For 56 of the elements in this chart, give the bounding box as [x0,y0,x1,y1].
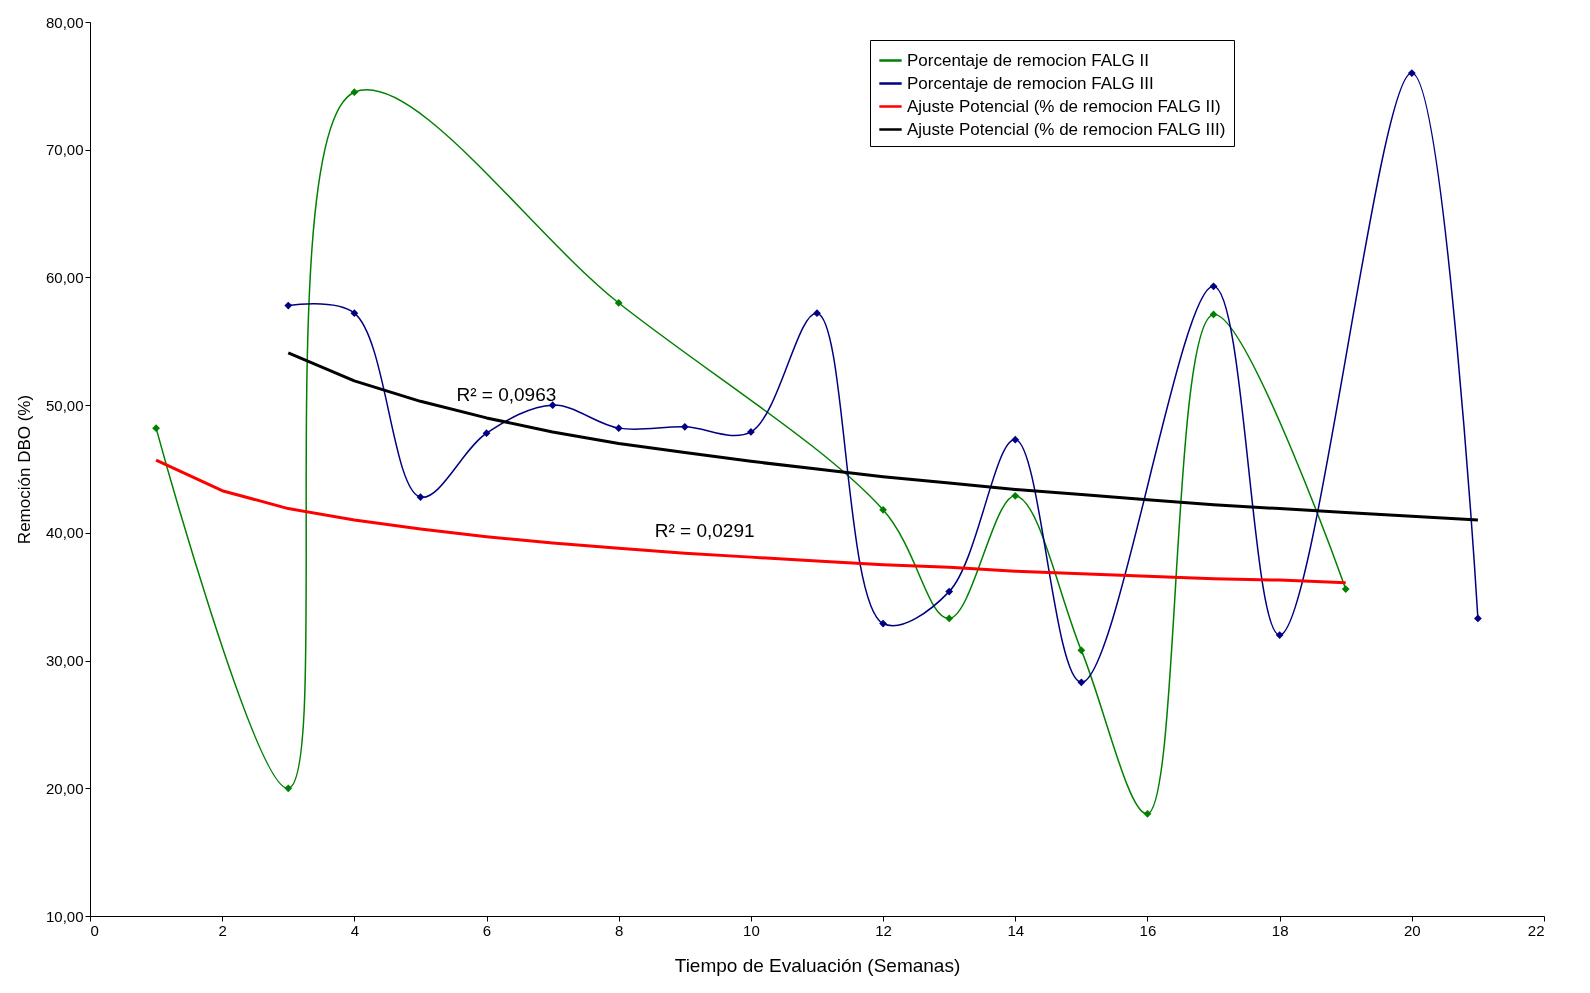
point [747,428,755,436]
point [416,493,425,501]
point [482,429,491,438]
point [284,301,293,310]
x-tick-label: 8 [615,921,624,939]
y-tick-label: 80,00 [45,13,84,31]
point [1407,69,1416,77]
point [614,424,623,432]
y-tick-label: 40,00 [45,524,84,542]
point [614,299,623,307]
point [284,784,293,793]
x-tick-label: 14 [1007,921,1025,939]
point [1077,678,1086,687]
x-tick-label: 16 [1139,921,1157,939]
legend-label: Ajuste Potencial (% de remocion FALG II) [907,96,1221,116]
point [1275,631,1284,639]
legend-label: Ajuste Potencial (% de remocion FALG III) [907,119,1226,139]
x-axis-title: Tiempo de Evaluación (Semanas) [674,954,961,976]
y-tick-label: 30,00 [45,652,84,670]
x-tick-label: 12 [875,921,892,939]
point [1077,646,1086,655]
y-tick-label: 70,00 [45,141,84,159]
point [152,424,160,432]
point [1011,435,1020,444]
line-series [286,351,1480,522]
point [350,88,359,97]
x-tick-label: 22 [1527,921,1545,939]
annotation: R² = 0,0963 [456,384,557,406]
legend-label: Porcentaje de remocion FALG III [907,73,1154,93]
y-tick-label: 10,00 [45,907,84,925]
point [879,506,887,514]
y-tick-label: 20,00 [45,779,84,797]
x-tick-label: 20 [1403,921,1421,939]
point [945,587,954,596]
y-tick-label: 60,00 [45,268,84,286]
x-tick-label: 10 [743,921,760,939]
point [813,309,821,318]
point [1474,614,1482,623]
x-tick-label: 2 [218,921,227,939]
x-tick-label: 4 [350,921,360,939]
x-tick-label: 0 [90,921,99,939]
legend-label: Porcentaje de remocion FALG II [907,50,1149,70]
annotation: R² = 0,0291 [654,519,755,541]
point [1341,585,1350,593]
y-axis-title: Remoción DBO (%) [14,394,34,545]
y-tick-label: 50,00 [45,396,84,414]
point [1011,491,1020,500]
line-series [154,458,1348,585]
point [1143,809,1152,818]
point [680,422,689,431]
point [350,309,359,318]
x-tick-label: 18 [1271,921,1289,939]
point [1209,282,1218,291]
point [879,619,887,628]
point [945,614,954,623]
x-tick-label: 6 [482,921,492,939]
